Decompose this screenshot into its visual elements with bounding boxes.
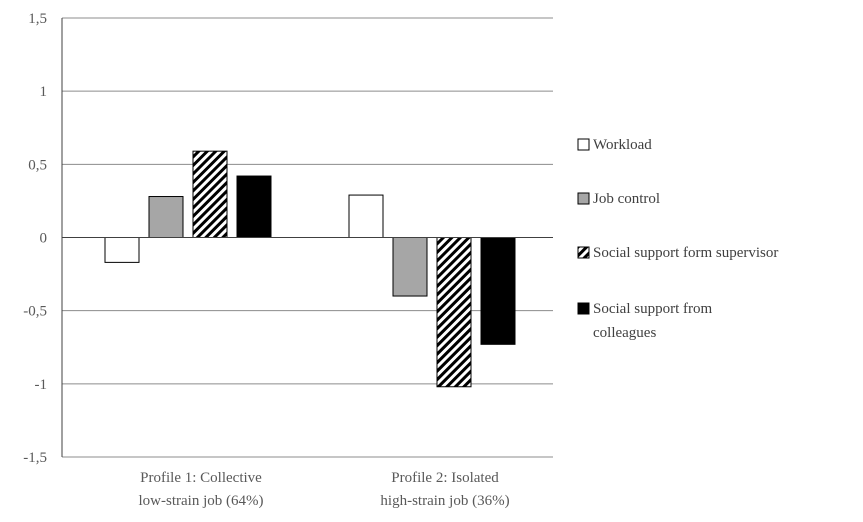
y-tick-label: 1,5 bbox=[28, 11, 47, 27]
y-tick-label: -0,5 bbox=[23, 304, 47, 320]
legend-swatch bbox=[577, 192, 590, 205]
legend-label: Workload bbox=[593, 137, 652, 153]
bar bbox=[192, 150, 228, 238]
legend-swatch bbox=[577, 302, 590, 315]
bar bbox=[348, 194, 384, 239]
legend-swatch bbox=[577, 246, 590, 259]
gridlines bbox=[62, 17, 553, 458]
category-label: Profile 2: Isolated bbox=[391, 470, 499, 486]
legend-swatch bbox=[577, 138, 590, 151]
category-labels: Profile 1: Collective low-strain job (64%… bbox=[139, 470, 510, 509]
bar bbox=[236, 175, 272, 238]
axes bbox=[61, 18, 553, 457]
bar bbox=[436, 237, 472, 388]
bar bbox=[148, 196, 184, 239]
bars bbox=[104, 150, 516, 388]
legend-label: Social support form supervisor bbox=[593, 245, 778, 261]
y-axis-ticks: 1,5 1 0,5 0 -0,5 -1 -1,5 bbox=[23, 11, 47, 466]
legend-label: colleagues bbox=[593, 325, 656, 341]
legend: Workload Job control Social support form s… bbox=[577, 137, 778, 341]
legend-label: Job control bbox=[593, 191, 660, 207]
category-label: low-strain job (64%) bbox=[139, 493, 264, 509]
category-label: Profile 1: Collective bbox=[140, 470, 262, 486]
legend-label: Social support from bbox=[593, 301, 712, 317]
bar bbox=[392, 237, 428, 297]
bar bbox=[480, 237, 516, 345]
y-tick-label: 1 bbox=[40, 84, 48, 100]
bar bbox=[104, 237, 140, 263]
y-tick-label: -1,5 bbox=[23, 450, 47, 466]
y-tick-label: 0,5 bbox=[28, 157, 47, 173]
y-tick-label: -1 bbox=[35, 377, 48, 393]
y-tick-label: 0 bbox=[40, 231, 48, 247]
category-label: high-strain job (36%) bbox=[380, 493, 509, 509]
